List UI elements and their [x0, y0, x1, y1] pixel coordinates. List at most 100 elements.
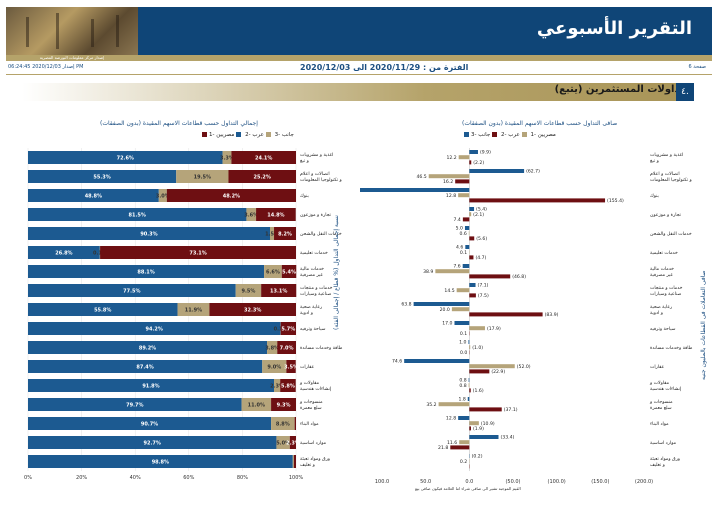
stacked-bar-segment	[28, 360, 263, 373]
net-bar	[468, 340, 470, 344]
issued-label: إصدار 2020/12/03 06:24:45 PM	[8, 64, 84, 70]
data-label: 9.0%	[267, 365, 281, 371]
category-label: مقاولات و	[299, 381, 320, 386]
legend-swatch	[464, 132, 469, 137]
data-label: 48.2%	[223, 194, 240, 200]
data-label: 73.1%	[189, 251, 206, 257]
stacked-bar-segment	[246, 208, 257, 221]
stacked-bar-segment	[261, 284, 297, 297]
legend-swatch	[202, 132, 207, 137]
stacked-bar-segment	[292, 455, 294, 468]
data-label: 63.8	[401, 302, 411, 308]
right-chart-title: صافى التداول حسب قطاعات الاسهم المقيدة (…	[462, 120, 618, 127]
net-bar	[469, 198, 606, 203]
data-label: 0.2	[460, 459, 467, 465]
category-label: منسوجات و	[299, 400, 323, 405]
category-label: و تكنولوجيا المعلومات	[300, 177, 342, 183]
net-bar	[469, 283, 476, 287]
data-label: (52.0)	[517, 364, 531, 370]
data-label: (7.5)	[478, 293, 489, 299]
data-label: 7.0%	[280, 346, 294, 352]
right-legend: مصريين -1 عرب -2 جانب -3	[462, 132, 556, 138]
data-label: 5.4%	[282, 270, 296, 276]
data-label: 13.1%	[270, 289, 287, 295]
data-label: 1.5%	[265, 232, 279, 238]
x-tick-label: 0.0	[465, 479, 473, 485]
net-bar	[469, 212, 472, 217]
data-label: 1.8	[458, 397, 465, 403]
data-label: 11.9%	[185, 308, 202, 314]
net-bar	[469, 407, 502, 412]
data-label: (1.6)	[473, 388, 484, 394]
category-label: و تغليف	[650, 463, 665, 468]
category-label: اغذية و مشروبات	[300, 153, 333, 158]
data-label: 81.5%	[129, 213, 146, 219]
data-label: (5.6)	[476, 236, 487, 242]
data-label: 2.3%	[270, 384, 284, 390]
data-label: 4.6	[456, 245, 463, 251]
net-bar	[469, 345, 471, 350]
net-bar	[469, 364, 515, 369]
data-label: 88.1%	[137, 270, 154, 276]
stacked-bar-segment	[100, 246, 296, 259]
net-bar	[459, 440, 470, 445]
category-label: بنوك	[650, 194, 659, 199]
data-label: 24.1%	[255, 156, 272, 162]
net-bar	[469, 169, 525, 173]
x-tick-label: 60%	[183, 475, 194, 481]
net-bar	[435, 269, 470, 274]
report-subtitle: إصدار مركز معلومات البورصة المصرية	[39, 55, 105, 60]
stacked-bar-segment	[28, 151, 223, 164]
net-bar	[469, 312, 543, 317]
stacked-bar-segment	[28, 246, 100, 259]
category-label: رعاية صحية	[300, 305, 322, 310]
data-label: (17.9)	[487, 326, 501, 332]
category-label: مواد البناء	[650, 422, 669, 427]
category-label: و تبغ	[300, 159, 309, 164]
data-label: 91.8%	[142, 384, 159, 390]
x-tick-label: 20%	[76, 475, 87, 481]
x-tick-label: 0%	[24, 475, 32, 481]
stacked-bar-segment	[264, 265, 282, 278]
stacked-bar-segment	[28, 208, 247, 221]
net-bar	[469, 435, 499, 439]
data-label: 14.8%	[267, 213, 284, 219]
data-label: (155.4)	[607, 198, 624, 204]
category-label: خدمات النقل والشحن	[650, 232, 692, 237]
stacked-bar-segment	[28, 284, 236, 297]
x-tick-label: (150.0)	[591, 479, 609, 485]
stacked-bar-segment	[270, 227, 275, 240]
stacked-bar-segment	[271, 417, 295, 430]
data-label: 0.1%	[274, 327, 288, 333]
data-label: 8.8%	[276, 422, 290, 428]
category-label: اتصالات و اعلام	[650, 172, 680, 177]
legend-label: عرب -2	[501, 132, 520, 138]
data-label: 0.0	[460, 350, 467, 356]
net-bar	[360, 188, 470, 192]
x-tick-label: 80%	[237, 475, 248, 481]
net-bar	[469, 150, 478, 154]
legend-swatch	[521, 132, 527, 137]
category-label: و تغليف	[300, 463, 315, 468]
net-bar	[428, 174, 470, 179]
data-label: 32.3%	[244, 308, 261, 314]
data-label: 19.5%	[194, 175, 211, 181]
data-label: (1.9)	[473, 426, 484, 432]
category-label: سلع معمرة	[650, 406, 672, 411]
data-label: 9.5%	[241, 289, 255, 295]
stacked-bar-segment	[289, 436, 296, 449]
category-label: صناعية وسيارات	[650, 292, 682, 297]
net-bar	[456, 288, 470, 293]
category-label: اتصالات و اعلام	[300, 172, 330, 177]
data-label: 0.1%	[93, 251, 107, 257]
right-net-trading-chart: 100.0 50.0 0.0 (50.0) (100.0) (150.0) (200.0) (…	[360, 148, 693, 485]
stacked-bar-segment	[28, 170, 177, 183]
data-label: 0.1	[460, 250, 467, 256]
net-bar	[469, 426, 471, 431]
data-label: (7.1)	[478, 283, 489, 289]
category-label: خدمات و منتجات	[300, 286, 333, 291]
legend-label: جانب -3	[471, 132, 491, 138]
data-label: (62.7)	[526, 169, 540, 175]
data-label: 35.2	[426, 402, 436, 408]
net-bar	[468, 378, 470, 382]
